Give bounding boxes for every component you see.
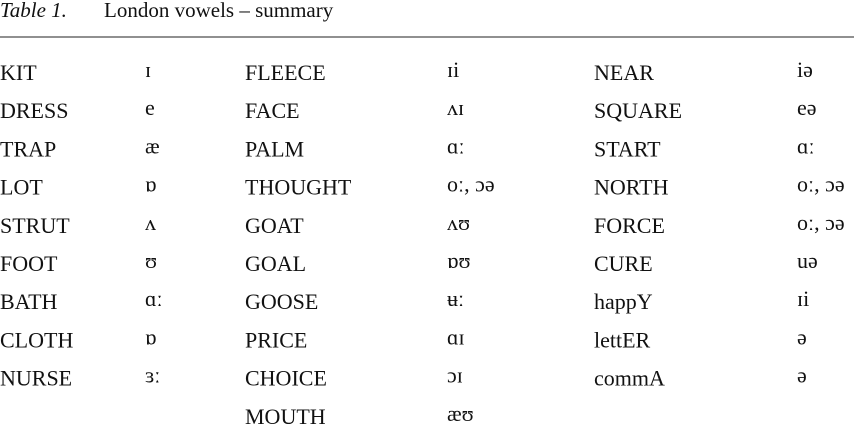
ipa-symbol: æ <box>145 133 160 158</box>
lexical-set: SQUARE <box>594 98 682 123</box>
lexical-set: GOOSE <box>245 289 318 314</box>
lexical-set: lettER <box>594 327 651 352</box>
ipa-symbol: ʌɪ <box>447 95 464 120</box>
lexical-set: NORTH <box>594 175 669 200</box>
lexical-set: CHOICE <box>245 366 327 391</box>
lexical-set: MOUTH <box>245 404 326 429</box>
ipa-symbol: oː, ɔə <box>797 172 845 197</box>
lexical-set: FOOT <box>0 251 58 276</box>
ipa-symbol: ʌ <box>145 210 156 235</box>
ipa-symbol: ɑː <box>797 133 815 158</box>
ipa-symbol: ɑɪ <box>447 324 465 349</box>
lexical-set: THOUGHT <box>245 175 352 200</box>
lexical-set: FORCE <box>594 213 665 238</box>
lexical-set: GOAL <box>245 251 306 276</box>
lexical-set: commA <box>594 366 665 391</box>
lexical-set: PALM <box>245 136 304 161</box>
lexical-set: FACE <box>245 98 300 123</box>
lexical-set: happY <box>594 289 653 314</box>
lexical-set: CURE <box>594 251 653 276</box>
ipa-symbol: uə <box>797 248 818 273</box>
ipa-symbol: æʊ <box>447 401 474 426</box>
ipa-symbol: ʌʊ <box>447 210 470 235</box>
ipa-symbol: ɔɪ <box>447 363 463 388</box>
lexical-set: GOAT <box>245 213 304 238</box>
lexical-set: BATH <box>0 289 58 314</box>
lexical-set: DRESS <box>0 98 68 123</box>
ipa-symbol: ʉː <box>447 286 464 311</box>
ipa-symbol: ɒ <box>145 172 157 197</box>
ipa-symbol: oː, ɔə <box>447 172 495 197</box>
ipa-symbol: ʊ <box>145 248 157 273</box>
ipa-symbol: ɜː <box>145 363 160 388</box>
lexical-set: STRUT <box>0 213 70 238</box>
lexical-set: NURSE <box>0 366 72 391</box>
ipa-symbol: ɒ <box>145 324 157 349</box>
ipa-symbol: ɪi <box>797 286 809 311</box>
lexical-set: NEAR <box>594 60 654 85</box>
caption-label: Table 1. <box>0 0 67 22</box>
ipa-symbol: ɑː <box>145 286 163 311</box>
lexical-set: KIT <box>0 60 37 85</box>
ipa-symbol: ɪ <box>145 57 151 82</box>
lexical-set: FLEECE <box>245 60 326 85</box>
caption-title: London vowels – summary <box>104 0 334 22</box>
ipa-symbol: ɑː <box>447 133 465 158</box>
lexical-set: TRAP <box>0 136 56 161</box>
lexical-set: CLOTH <box>0 327 73 352</box>
ipa-symbol: e <box>145 95 155 120</box>
ipa-symbol: ə <box>797 363 807 388</box>
lexical-set: LOT <box>0 175 43 200</box>
ipa-symbol: iə <box>797 57 813 82</box>
ipa-symbol: ɒʊ <box>447 248 471 273</box>
ipa-symbol: ə <box>797 324 807 349</box>
lexical-set: PRICE <box>245 327 307 352</box>
lexical-set: START <box>594 136 661 161</box>
ipa-symbol: oː, ɔə <box>797 210 845 235</box>
ipa-symbol: eə <box>797 95 817 120</box>
ipa-symbol: ɪi <box>447 57 459 82</box>
